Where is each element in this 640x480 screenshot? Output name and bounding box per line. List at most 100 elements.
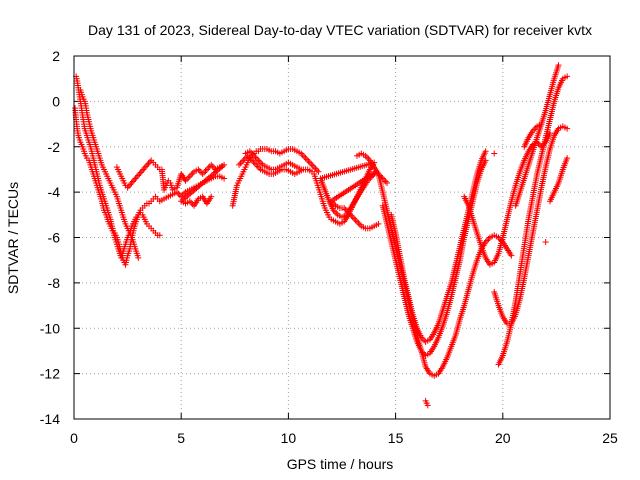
data-point [542,93,553,114]
data-point [555,124,564,132]
data-point [358,223,367,231]
data-point [512,297,523,318]
data-point [178,190,188,200]
data-point [499,313,510,326]
data-point [534,139,543,149]
data-point [236,175,244,184]
data-point [469,216,480,235]
data-point [296,167,305,175]
data-point [426,370,436,378]
x-tick-label-0: 0 [70,430,78,446]
data-point [298,150,308,160]
data-point [508,184,519,205]
data-point [354,218,363,228]
data-point [321,205,329,214]
chart-title: Day 131 of 2023, Sidereal Day-to-day VTE… [88,22,592,38]
data-point [538,121,545,128]
data-point [195,194,204,202]
data-point [124,158,153,191]
data-point [191,183,200,191]
data-point [516,159,527,175]
data-point [448,333,458,350]
data-point [317,191,325,202]
data-point [529,173,540,200]
data-point [347,199,357,212]
data-point [474,229,484,248]
data-point [332,202,341,210]
data-point [366,224,376,232]
data-point [546,190,557,205]
data-point [384,180,391,187]
data-point [240,154,250,164]
data-point [203,195,214,207]
data-point [319,159,378,181]
data-point [534,186,545,214]
data-point [80,118,88,130]
data-point [178,198,187,206]
x-tick-label-1: 5 [177,430,185,446]
data-point [482,236,492,246]
data-point [212,165,221,173]
data-point [439,311,450,329]
data-point [98,161,106,171]
data-point [122,236,130,248]
data-point [272,148,281,156]
data-point [122,254,131,268]
data-point [366,157,377,169]
data-point [478,243,488,260]
data-point [405,311,416,330]
data-point [546,77,557,98]
series-10 [491,123,571,327]
data-point [435,309,446,327]
data-point [289,161,298,170]
data-point [444,281,454,300]
data-point [221,175,228,182]
y-tick-label-1: 0 [52,93,60,109]
data-point [94,148,103,159]
data-point [118,250,126,261]
data-point [268,166,277,173]
data-point [179,161,228,203]
data-point [311,164,320,174]
data-point [79,111,87,123]
data-point [478,150,488,164]
data-point [124,248,133,259]
data-point [255,157,265,167]
y-tick-label-7: -12 [40,366,60,382]
data-point [538,166,549,191]
data-point [491,288,501,307]
data-point [141,216,149,225]
data-point [559,74,568,82]
data-point [424,402,431,409]
data-point [521,163,531,182]
data-point [81,98,89,107]
data-point [182,187,191,196]
data-point [345,209,355,219]
data-point [109,184,117,193]
data-point [90,155,98,168]
data-point [474,159,484,177]
data-point [120,214,128,225]
data-point [529,136,540,155]
data-point [274,167,283,175]
data-point [92,164,101,177]
data-point [88,164,96,175]
data-point [431,322,441,336]
data-point [107,180,115,189]
data-point [529,140,538,148]
data-point [96,155,105,166]
data-point [86,139,94,150]
data-point [555,77,565,91]
data-point [182,199,191,207]
data-point [555,168,566,187]
y-tick-label-2: -2 [48,139,61,155]
data-point [474,168,484,187]
data-point [516,277,527,302]
data-point [461,288,471,309]
data-point [341,205,351,215]
data-point [551,86,561,105]
data-point [409,325,420,343]
data-point [336,219,345,227]
data-point [182,174,192,184]
data-point [90,170,98,182]
